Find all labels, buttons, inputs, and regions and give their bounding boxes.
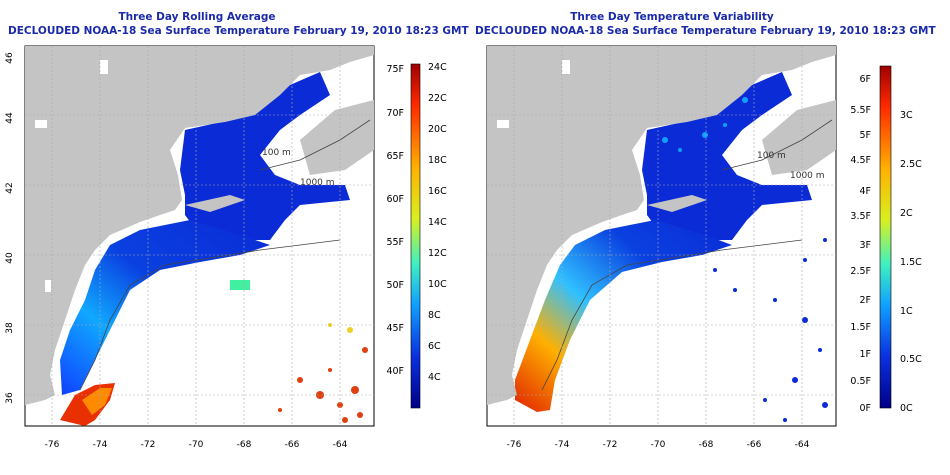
lat-tick: 38 bbox=[5, 322, 15, 334]
f-tick: 50F bbox=[386, 280, 404, 291]
lat-tick: 40 bbox=[5, 252, 15, 264]
c-tick: 14C bbox=[428, 217, 447, 228]
f-tick: 0F bbox=[859, 403, 871, 414]
lon-tick: -72 bbox=[141, 440, 156, 450]
lon-tick: -68 bbox=[699, 440, 714, 450]
lon-tick: -74 bbox=[93, 440, 108, 450]
lat-tick: 42 bbox=[5, 182, 15, 193]
c-tick: 8C bbox=[428, 310, 441, 321]
f-tick: 1.5F bbox=[850, 322, 871, 333]
f-tick: 1F bbox=[859, 349, 871, 360]
lon-tick: -70 bbox=[651, 440, 666, 450]
warm-speckles bbox=[278, 347, 368, 423]
f-tick: 70F bbox=[386, 108, 404, 119]
right-colorbar bbox=[879, 65, 892, 409]
f-tick: 40F bbox=[386, 366, 404, 377]
lat-tick: 42 bbox=[475, 182, 476, 193]
f-tick: 3F bbox=[859, 240, 871, 251]
lat-tick: 44 bbox=[475, 112, 476, 124]
right-panel: Three Day Temperature Variability DECLOU… bbox=[475, 0, 950, 475]
left-map: 100 m 1000 m -76 -74 -72 -70 -68 -66 -64… bbox=[5, 45, 447, 450]
c-tick: 22C bbox=[428, 93, 447, 104]
contour-label: 1000 m bbox=[790, 171, 825, 181]
left-subtitle: DECLOUDED NOAA-18 Sea Surface Temperatur… bbox=[8, 25, 469, 37]
f-tick: 0.5F bbox=[850, 376, 871, 387]
contour-label: 1000 m bbox=[300, 178, 335, 188]
c-tick: 4C bbox=[428, 372, 441, 383]
f-tick: 2.5F bbox=[850, 266, 871, 277]
contour-label: 100 m bbox=[262, 148, 291, 158]
c-tick: 2C bbox=[900, 208, 913, 219]
lon-tick: -64 bbox=[795, 440, 810, 450]
right-subtitle: DECLOUDED NOAA-18 Sea Surface Temperatur… bbox=[475, 25, 936, 37]
right-title: Three Day Temperature Variability bbox=[570, 11, 774, 23]
water-shelf bbox=[515, 220, 732, 412]
lon-tick: -66 bbox=[747, 440, 762, 450]
c-tick: 6C bbox=[428, 341, 441, 352]
c-tick: 1C bbox=[900, 306, 913, 317]
speckles bbox=[713, 238, 828, 422]
c-tick: 2.5C bbox=[900, 159, 922, 170]
f-tick: 2F bbox=[859, 295, 871, 306]
f-tick: 60F bbox=[386, 194, 404, 205]
f-tick: 75F bbox=[386, 64, 404, 75]
lat-tick: 36 bbox=[475, 392, 476, 404]
c-tick: 20C bbox=[428, 124, 447, 135]
f-tick: 45F bbox=[386, 323, 404, 334]
lon-tick: -76 bbox=[507, 440, 522, 450]
lon-tick: -68 bbox=[237, 440, 252, 450]
f-tick: 3.5F bbox=[850, 211, 871, 222]
lat-tick: 46 bbox=[475, 52, 476, 64]
f-tick: 5.5F bbox=[850, 105, 871, 116]
land-mass bbox=[25, 46, 374, 405]
c-tick: 0.5C bbox=[900, 354, 922, 365]
lat-tick: 46 bbox=[5, 52, 15, 64]
land-mass bbox=[487, 46, 836, 405]
lon-tick: -64 bbox=[333, 440, 348, 450]
c-tick: 18C bbox=[428, 155, 447, 166]
c-tick: 3C bbox=[900, 110, 913, 121]
c-tick: 1.5C bbox=[900, 257, 922, 268]
c-tick: 0C bbox=[900, 403, 913, 414]
lat-tick: 36 bbox=[5, 392, 15, 404]
lat-tick: 44 bbox=[5, 112, 15, 124]
f-tick: 65F bbox=[386, 151, 404, 162]
lon-tick: -66 bbox=[285, 440, 300, 450]
water-shelf bbox=[60, 220, 270, 395]
left-colorbar bbox=[410, 63, 421, 409]
lat-tick: 40 bbox=[475, 252, 476, 264]
c-tick: 24C bbox=[428, 62, 447, 73]
f-tick: 4.5F bbox=[850, 155, 871, 166]
f-tick: 4F bbox=[859, 186, 871, 197]
left-title: Three Day Rolling Average bbox=[118, 11, 276, 23]
left-panel: Three Day Rolling Average DECLOUDED NOAA… bbox=[5, 11, 469, 450]
f-tick: 5F bbox=[859, 130, 871, 141]
c-tick: 10C bbox=[428, 279, 447, 290]
f-tick: 6F bbox=[859, 74, 871, 85]
lat-tick: 38 bbox=[475, 322, 476, 334]
contour-label: 100 m bbox=[757, 151, 786, 161]
c-tick: 12C bbox=[428, 248, 447, 259]
lon-tick: -70 bbox=[189, 440, 204, 450]
lon-tick: -74 bbox=[555, 440, 570, 450]
f-tick: 55F bbox=[386, 237, 404, 248]
lon-tick: -72 bbox=[603, 440, 618, 450]
c-tick: 16C bbox=[428, 186, 447, 197]
lon-tick: -76 bbox=[45, 440, 60, 450]
right-map: 100 m 1000 m -76 -74 -72 -70 -68 -66 -64… bbox=[475, 45, 922, 450]
